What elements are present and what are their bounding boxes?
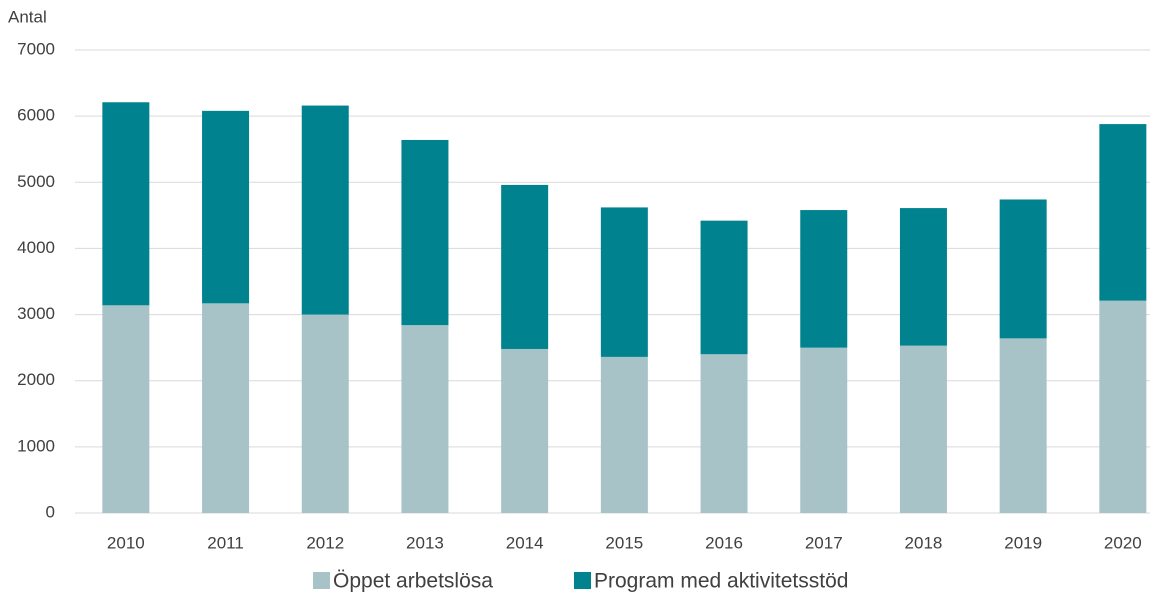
y-tick-label: 3000 [17, 304, 55, 323]
x-tick-label: 2019 [1004, 533, 1042, 552]
bar-segment [999, 199, 1047, 339]
x-tick-label: 2015 [605, 533, 643, 552]
legend-label: Öppet arbetslösa [333, 570, 493, 593]
bar-segment [899, 208, 947, 346]
bar-segment [202, 110, 250, 304]
bar-segment [1099, 300, 1147, 513]
legend-swatch [313, 572, 330, 589]
bar-segment [401, 139, 449, 326]
bar-segment [800, 210, 848, 348]
bar-segment [202, 303, 250, 513]
x-tick-label: 2020 [1104, 533, 1142, 552]
x-tick-label: 2018 [905, 533, 943, 552]
bar-segment [102, 102, 150, 306]
bar-segment [600, 356, 648, 513]
bar-segment [800, 347, 848, 513]
x-tick-label: 2013 [406, 533, 444, 552]
bar-segment [301, 105, 349, 315]
y-tick-label: 6000 [17, 106, 55, 125]
x-tick-label: 2016 [705, 533, 743, 552]
bar-segment [1099, 124, 1147, 301]
y-tick-label: 2000 [17, 370, 55, 389]
bar-segment [401, 325, 449, 513]
x-tick-label: 2017 [805, 533, 843, 552]
x-tick-label: 2010 [107, 533, 145, 552]
bar-segment [501, 348, 549, 513]
x-tick-label: 2011 [207, 533, 244, 552]
bar-segment [600, 207, 648, 357]
x-tick-label: 2012 [306, 533, 344, 552]
legend-swatch [574, 572, 591, 589]
x-tick-label: 2014 [506, 533, 544, 552]
bar-segment [700, 354, 748, 513]
y-tick-label: 0 [46, 502, 55, 521]
bar-segment [301, 314, 349, 513]
y-tick-label: 4000 [17, 238, 55, 257]
bar-segment [899, 345, 947, 513]
y-tick-label: 1000 [17, 436, 55, 455]
bar-segment [700, 220, 748, 355]
legend-label: Program med aktivitetsstöd [594, 570, 848, 593]
y-axis-label: Antal [8, 7, 47, 26]
y-tick-label: 7000 [17, 39, 55, 58]
y-tick-label: 5000 [17, 172, 55, 191]
bar-segment [999, 338, 1047, 513]
bar-segment [102, 305, 150, 513]
bar-segment [501, 184, 549, 349]
